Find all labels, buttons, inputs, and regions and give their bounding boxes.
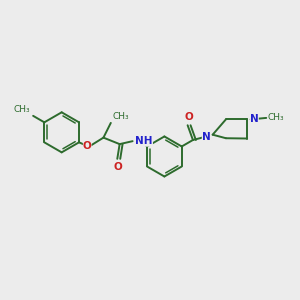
Text: O: O	[83, 141, 92, 151]
Text: CH₃: CH₃	[14, 105, 30, 114]
Text: O: O	[185, 112, 194, 122]
Text: CH₃: CH₃	[112, 112, 129, 121]
Text: N: N	[250, 114, 259, 124]
Text: N: N	[202, 132, 211, 142]
Text: O: O	[113, 162, 122, 172]
Text: CH₃: CH₃	[268, 113, 284, 122]
Text: NH: NH	[135, 136, 152, 146]
